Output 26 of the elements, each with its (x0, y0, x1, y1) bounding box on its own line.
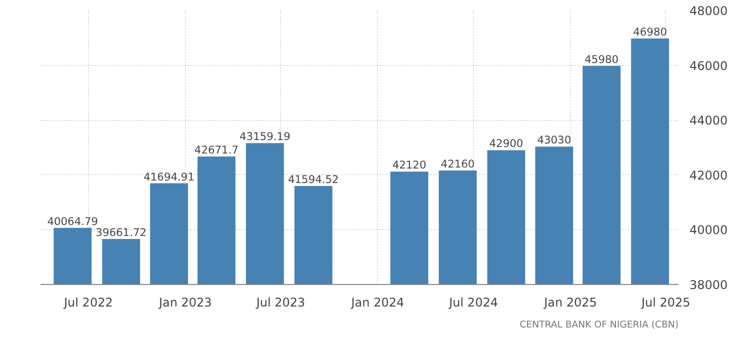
y-tick-label: 46000 (690, 58, 728, 73)
data-label: 42900 (489, 137, 524, 150)
y-tick-label: 48000 (690, 4, 728, 18)
data-label: 39661.72 (96, 226, 147, 239)
x-tick-label: Jul 2022 (63, 296, 113, 310)
y-tick-label: 44000 (690, 114, 728, 128)
x-tick-label: Jul 2025 (640, 296, 690, 310)
y-tick-label: 42000 (690, 168, 728, 182)
data-label: 42160 (440, 158, 475, 171)
data-label: 46980 (633, 25, 668, 38)
data-label: 41694.91 (144, 170, 194, 184)
y-tick-label: 38000 (690, 278, 728, 292)
data-label: 41594.52 (288, 173, 339, 186)
data-label: 43030 (537, 134, 572, 147)
text: CENTRAL BANK OF NIGERIA (CBN) (520, 320, 678, 330)
y-tick-label: 40000 (690, 223, 728, 238)
data-label: 42120 (392, 158, 426, 172)
x-tick-label: Jan 2024 (350, 296, 404, 310)
data-label: 40064.79 (47, 214, 98, 228)
x-tick-label: Jan 2025 (543, 296, 597, 310)
data-label: 42671.7 (194, 143, 239, 156)
x-tick-label: Jan 2023 (158, 296, 212, 310)
x-tick-label: Jul 2023 (255, 296, 306, 310)
x-tick-label: Jul 2024 (448, 296, 498, 310)
data-label: 45980 (584, 52, 619, 66)
data-label: 43159.19 (240, 130, 291, 144)
